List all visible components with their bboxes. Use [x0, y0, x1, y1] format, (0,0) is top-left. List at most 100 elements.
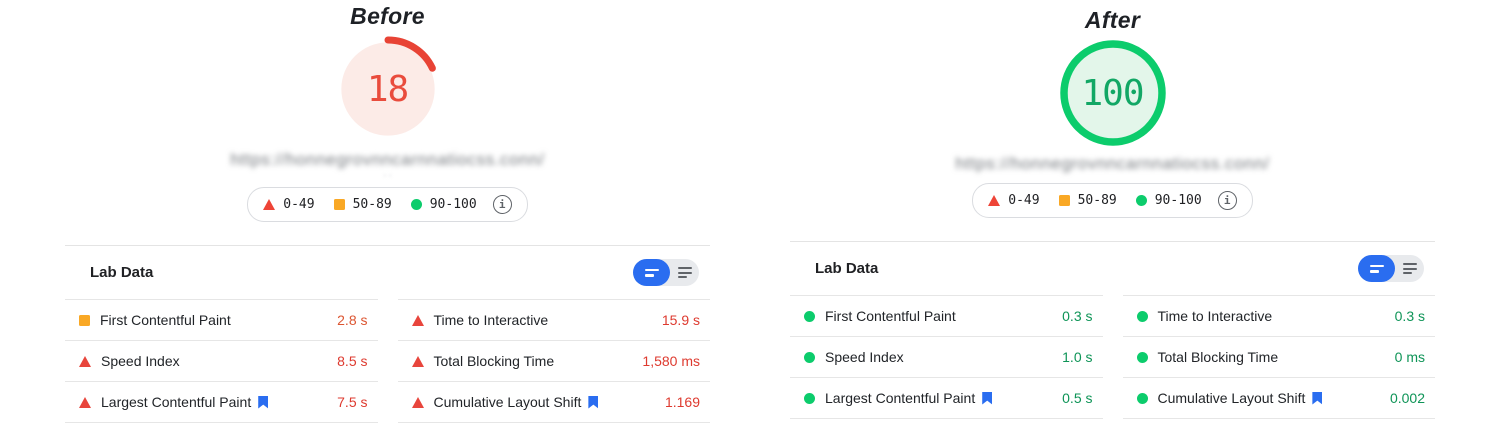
- metric-value: 0.3 s: [1394, 308, 1425, 324]
- metric-name: Speed Index: [825, 349, 904, 365]
- metric-row-tbt: Total Blocking Time 1,580 ms: [397, 340, 710, 381]
- metric-rating-icon: [79, 396, 91, 408]
- metric-rating-icon: [1136, 392, 1148, 404]
- metric-row-tti: Time to Interactive 15.9 s: [397, 299, 710, 340]
- fail-triangle-icon: [263, 199, 276, 210]
- metric-value: 7.5 s: [337, 394, 368, 410]
- metric-rating-icon: [79, 314, 90, 326]
- metric-row-cls: Cumulative Layout Shift 0.002: [1122, 377, 1435, 418]
- divider: [65, 422, 378, 423]
- metric-value: 1.0 s: [1062, 349, 1093, 365]
- legend-item-pass: 90-100: [1135, 193, 1202, 208]
- metric-name: Cumulative Layout Shift: [433, 394, 582, 410]
- metric-row-speed-index: Speed Index 1.0 s: [790, 336, 1103, 377]
- score-legend: 0-49 50-89 90-100 i: [247, 187, 528, 222]
- metric-value: 15.9 s: [661, 312, 700, 328]
- compact-view-icon[interactable]: [1358, 255, 1395, 282]
- legend-label: 90-100: [429, 197, 477, 212]
- metrics-grid: First Contentful Paint 2.8 s Time to Int…: [65, 299, 710, 423]
- info-icon[interactable]: i: [492, 195, 512, 214]
- panel-before: Before 18 https://honnegrovnncarnnatiocs…: [65, 0, 710, 423]
- bookmark-icon: [258, 395, 269, 409]
- pass-circle-icon: [1135, 195, 1147, 206]
- metric-rating-icon: [804, 310, 815, 322]
- pass-circle-icon: [410, 199, 422, 210]
- lab-data-heading: Lab Data: [90, 264, 154, 281]
- metric-row-fcp: First Contentful Paint 0.3 s: [790, 295, 1103, 336]
- metric-row-tbt: Total Blocking Time 0 ms: [1122, 336, 1435, 377]
- metric-rating-icon: [804, 351, 815, 363]
- metric-name: Time to Interactive: [1157, 308, 1273, 324]
- metric-name: First Contentful Paint: [100, 312, 231, 328]
- performance-score-gauge: 100: [1057, 37, 1169, 149]
- metric-rating-icon: [1136, 351, 1148, 363]
- legend-label: 50-89: [352, 197, 392, 212]
- metric-row-speed-index: Speed Index 8.5 s: [65, 340, 378, 381]
- divider: [1122, 418, 1435, 419]
- legend-item-average: 50-89: [1058, 193, 1117, 208]
- lab-data-heading: Lab Data: [815, 260, 879, 277]
- metric-rating-icon: [1136, 310, 1148, 322]
- average-square-icon: [333, 199, 345, 210]
- metric-row-lcp: Largest Contentful Paint 7.5 s: [65, 381, 378, 422]
- divider: [790, 418, 1103, 419]
- gauge-score-arc: [1059, 40, 1166, 146]
- info-icon[interactable]: i: [1217, 191, 1237, 210]
- legend-item-average: 50-89: [333, 197, 392, 212]
- panel-after: After 100 https://honnegrovnncarnnatiocs…: [790, 0, 1435, 419]
- gauge-score-arc: [335, 36, 440, 142]
- metric-name: Largest Contentful Paint: [101, 394, 252, 410]
- view-toggle[interactable]: [633, 259, 699, 286]
- legend-label: 0-49: [283, 197, 315, 212]
- score-legend: 0-49 50-89 90-100 i: [972, 183, 1253, 218]
- compact-view-icon[interactable]: [633, 259, 670, 286]
- bookmark-icon: [1312, 391, 1323, 405]
- metric-name: Total Blocking Time: [433, 353, 555, 369]
- metric-value: 0 ms: [1394, 349, 1425, 365]
- fail-triangle-icon: [988, 195, 1001, 206]
- metric-rating-icon: [411, 396, 424, 408]
- metric-rating-icon: [411, 314, 424, 326]
- gauge-fill-circle: [1065, 46, 1160, 140]
- metric-rating-icon: [804, 392, 815, 404]
- metric-value: 1,580 ms: [642, 353, 700, 369]
- metric-rating-icon: [411, 355, 424, 367]
- metric-name: First Contentful Paint: [825, 308, 956, 324]
- expanded-view-icon[interactable]: [1395, 255, 1424, 282]
- metric-value: 2.8 s: [337, 312, 368, 328]
- view-toggle[interactable]: [1358, 255, 1424, 282]
- average-square-icon: [1058, 195, 1070, 206]
- legend-item-fail: 0-49: [988, 193, 1040, 208]
- metric-name: Largest Contentful Paint: [825, 390, 976, 406]
- panel-title-after: After: [1084, 7, 1141, 33]
- redacted-url: https://honnegrovnncarnnatiocss.conn/: [230, 150, 545, 169]
- metric-row-lcp: Largest Contentful Paint 0.5 s: [790, 377, 1103, 418]
- lab-data-section: Lab Data First Contentful Paint 0.3 s Ti…: [790, 241, 1435, 419]
- lab-data-section: Lab Data First Contentful Paint 2.8 s Ti…: [65, 245, 710, 423]
- bookmark-icon: [588, 395, 599, 409]
- metric-row-cls: Cumulative Layout Shift 1.169: [397, 381, 710, 422]
- metric-value: 0.002: [1389, 390, 1425, 406]
- metric-name: Total Blocking Time: [1157, 349, 1279, 365]
- score-value: 100: [1081, 72, 1144, 114]
- expanded-view-icon[interactable]: [670, 259, 699, 286]
- metric-name: Time to Interactive: [433, 312, 549, 328]
- legend-label: 0-49: [1008, 193, 1040, 208]
- metric-value: 0.3 s: [1062, 308, 1093, 324]
- gauge-svg: [335, 36, 440, 142]
- score-value: 18: [366, 68, 409, 110]
- metric-rating-icon: [79, 355, 91, 367]
- metric-row-tti: Time to Interactive 0.3 s: [1122, 295, 1435, 336]
- redacted-url-subtext: · ·: [383, 170, 392, 180]
- bookmark-icon: [982, 391, 993, 405]
- legend-item-pass: 90-100: [410, 197, 477, 212]
- metric-value: 0.5 s: [1062, 390, 1093, 406]
- gauge-fill-circle: [340, 42, 435, 136]
- metric-name: Cumulative Layout Shift: [1157, 390, 1306, 406]
- metric-row-fcp: First Contentful Paint 2.8 s: [65, 299, 378, 340]
- metric-value: 1.169: [664, 394, 700, 410]
- gauge-svg: [1059, 40, 1166, 146]
- panel-title-before: Before: [350, 3, 425, 29]
- legend-item-fail: 0-49: [263, 197, 315, 212]
- performance-score-gauge: 18: [332, 33, 444, 145]
